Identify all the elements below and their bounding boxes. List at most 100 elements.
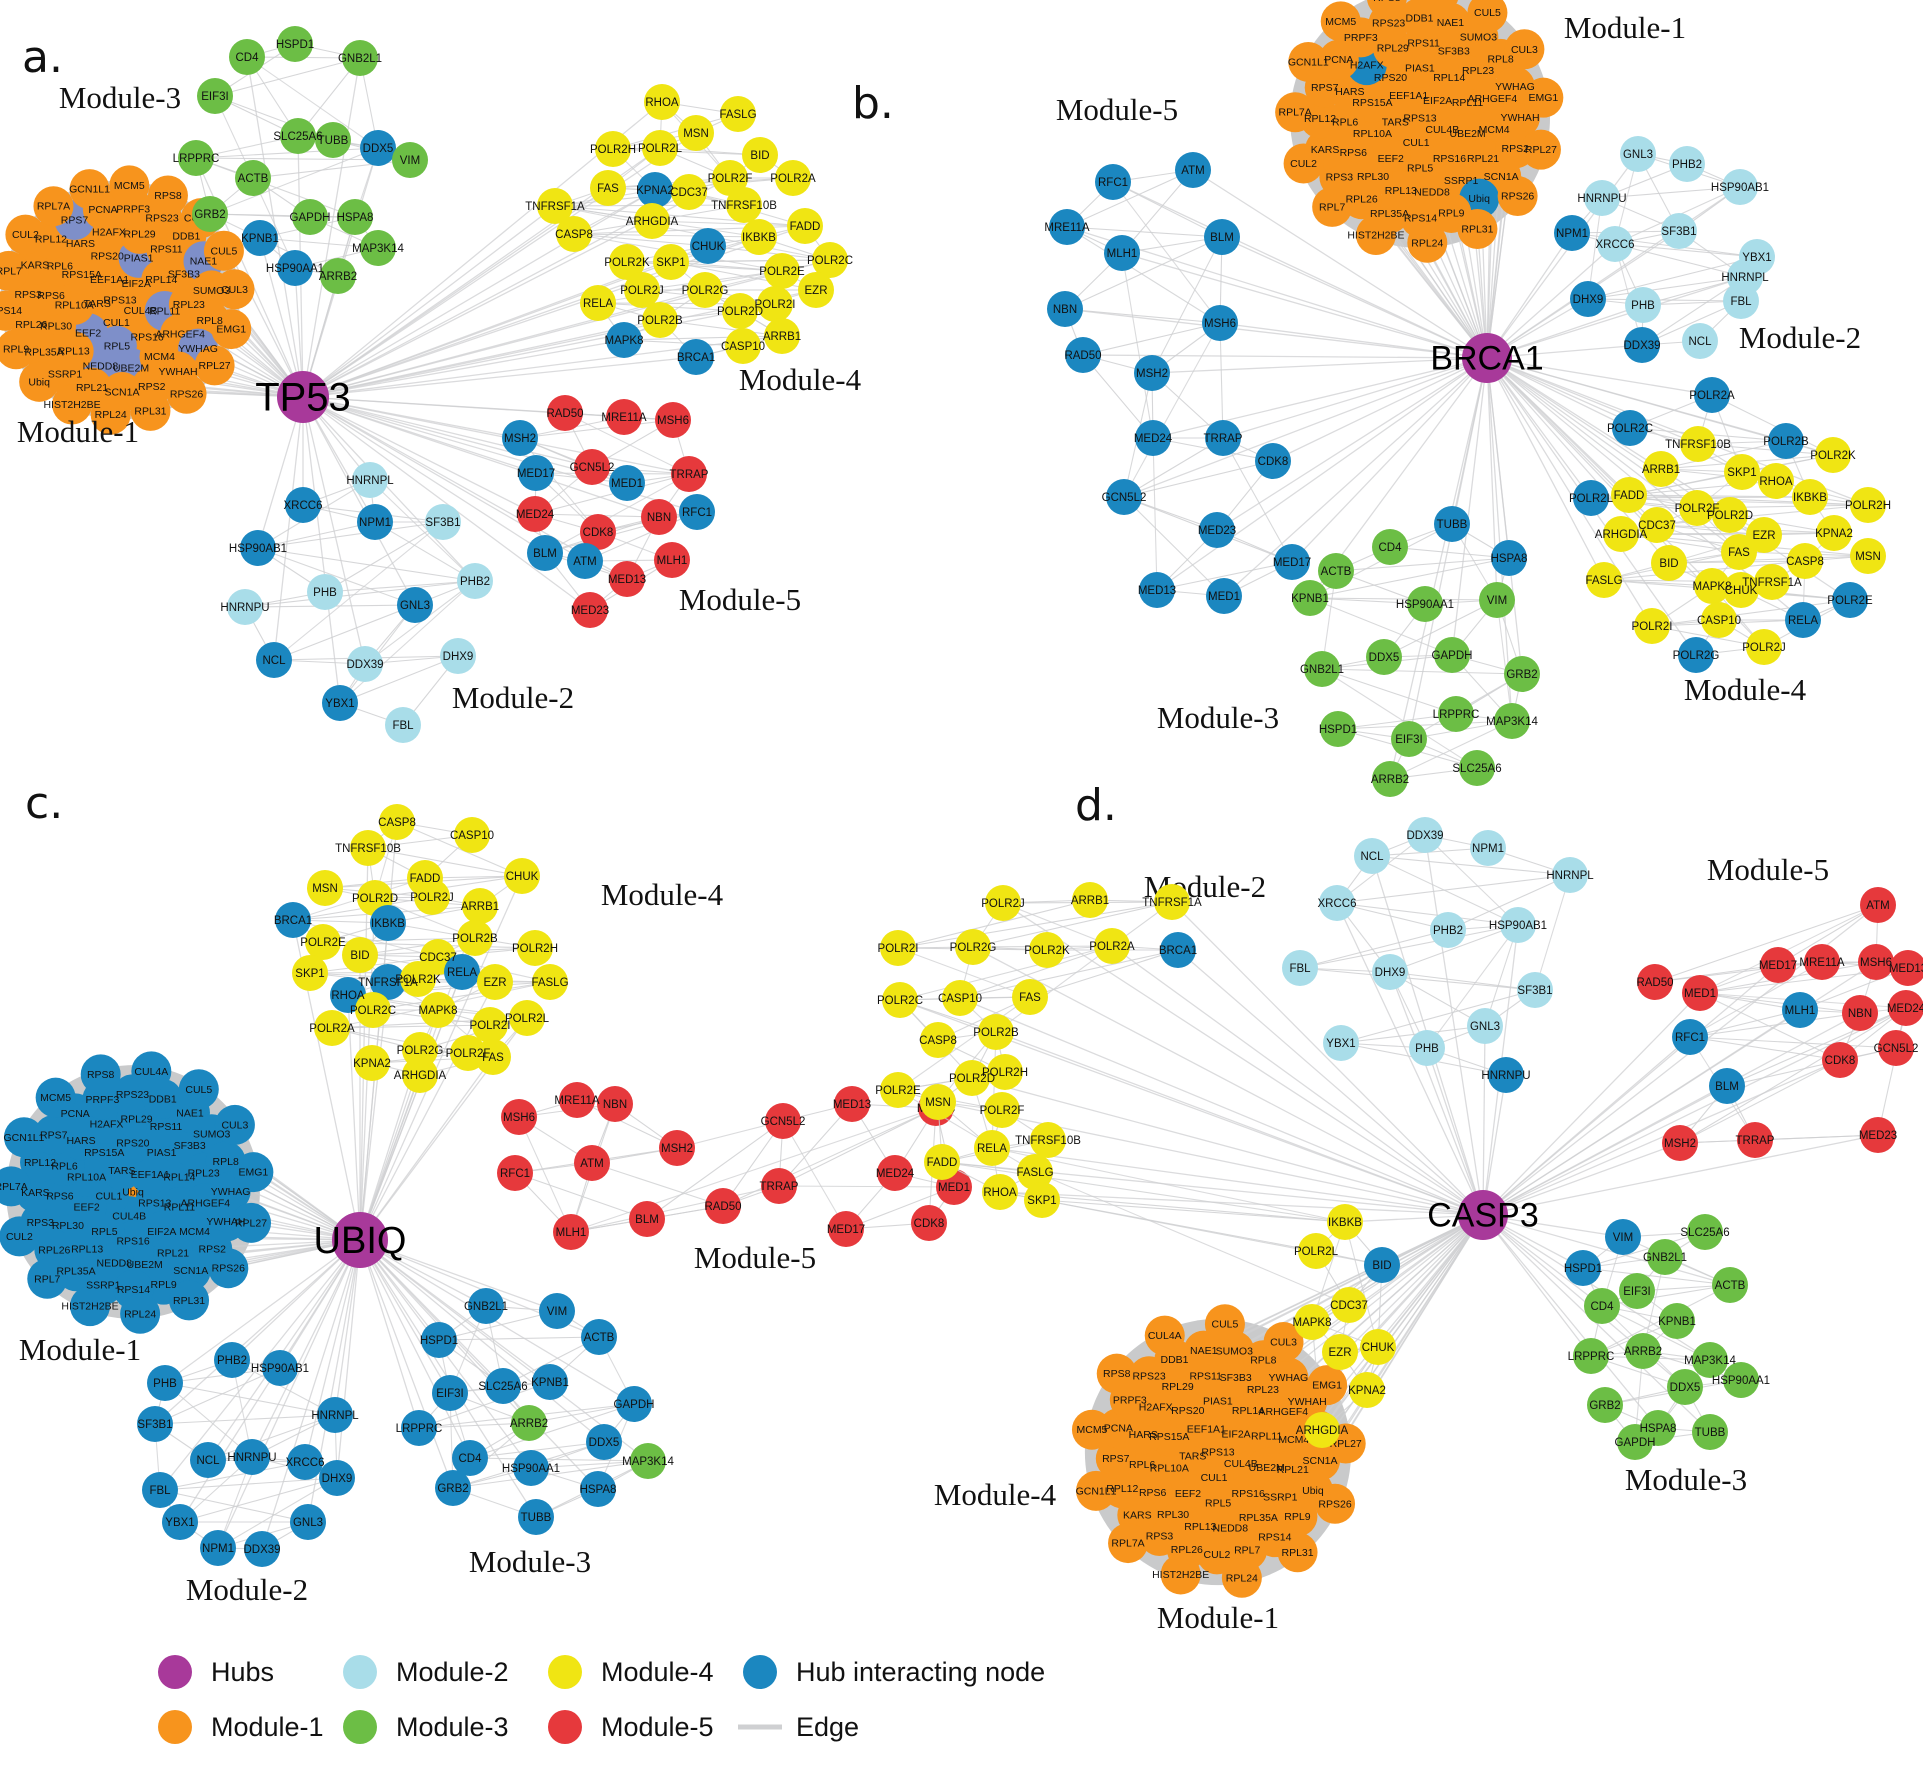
gene-label: POLR2J xyxy=(410,892,453,904)
gene-label: RPL7A xyxy=(0,1181,28,1193)
gene-node-MED23 xyxy=(1860,1117,1896,1153)
edge xyxy=(336,1239,361,1479)
gene-node-NBN xyxy=(1047,291,1083,327)
gene-node-POLR2B xyxy=(642,302,678,338)
gene-node-FADD xyxy=(924,1144,960,1180)
gene-label: YWHAH xyxy=(1500,112,1539,124)
gene-label: KPNA2 xyxy=(636,185,674,197)
gene-label: POLR2K xyxy=(1810,450,1856,462)
gene-node-ATM xyxy=(1860,887,1896,923)
gene-node-YBX1 xyxy=(322,685,358,721)
gene-node-POLR2L xyxy=(509,1000,545,1036)
hub-label: CASP3 xyxy=(1427,1197,1539,1235)
gene-label: MED1 xyxy=(1208,591,1240,603)
gene-label: DDB1 xyxy=(149,1094,177,1106)
gene-node-MSH2 xyxy=(502,420,538,456)
gene-label: RPL13 xyxy=(58,346,90,358)
gene-node-RELA xyxy=(444,954,480,990)
gene-label: RHOA xyxy=(1759,476,1793,488)
gene-node-TNFRSF1A xyxy=(1154,884,1190,920)
gene-label: PHB xyxy=(1415,1043,1439,1055)
edge xyxy=(207,1414,336,1461)
gene-label: POLR2K xyxy=(395,974,441,986)
gene-node-MRE11A xyxy=(1049,209,1085,245)
gene-label: CUL1 xyxy=(1403,137,1430,149)
gene-label: YWHAG xyxy=(211,1186,251,1198)
edge xyxy=(519,437,599,533)
edge xyxy=(1171,901,1484,1216)
gene-node-FBL xyxy=(1723,283,1759,319)
gene-node-GAPDH xyxy=(1617,1424,1653,1460)
gene-node-ARRB2 xyxy=(1625,1333,1661,1369)
gene-label: CASP8 xyxy=(378,817,416,829)
gene-label: CASP10 xyxy=(1697,615,1741,627)
edge xyxy=(324,580,476,593)
edge xyxy=(438,1310,558,1341)
gene-label: CUL3 xyxy=(1511,44,1538,56)
edge xyxy=(1660,440,1787,470)
gene-label: SLC25A6 xyxy=(273,131,322,143)
gene-node-HSPA8 xyxy=(1491,540,1527,576)
gene-label: RPL26 xyxy=(15,319,47,331)
gene-node-RELA xyxy=(580,285,616,321)
edge xyxy=(1689,1009,1801,1038)
gene-label: TARS xyxy=(84,298,111,310)
edge xyxy=(302,396,546,554)
gene-label: HSP90AA1 xyxy=(1712,1375,1770,1387)
gene-label: RPL12 xyxy=(24,1157,56,1169)
gene-node-POLR2I xyxy=(880,930,916,966)
edge xyxy=(1123,437,1224,498)
gene-label: MSH6 xyxy=(1860,957,1892,969)
gene-label: RPL6 xyxy=(1332,117,1358,129)
edge xyxy=(530,1460,649,1469)
edge xyxy=(519,419,674,439)
edge xyxy=(469,1441,605,1459)
gene-label: MED17 xyxy=(1759,960,1797,972)
gene-label: MAP3K14 xyxy=(1684,1355,1736,1367)
gene-label: TUBB xyxy=(1437,519,1468,531)
gene-label: RELA xyxy=(583,298,613,310)
gene-label: MSH2 xyxy=(504,433,536,445)
gene-label: BID xyxy=(750,150,769,162)
gene-node-MED1 xyxy=(1206,578,1242,614)
gene-node-HSP90AB1 xyxy=(240,530,276,566)
gene-label: FBL xyxy=(1289,963,1311,975)
gene-node-EIF3I xyxy=(197,78,233,114)
edge xyxy=(1123,357,1488,498)
gene-node-NBN xyxy=(1842,995,1878,1031)
gene-label: SF3B3 xyxy=(168,269,200,281)
gene-node-MSH6 xyxy=(655,402,691,438)
gene-label: KPNB1 xyxy=(1291,593,1329,605)
gene-node-MLH1 xyxy=(1104,235,1140,271)
gene-label: RPL12 xyxy=(35,234,67,246)
gene-node-CUL5 xyxy=(178,1069,219,1110)
gene-label: DHX9 xyxy=(1375,967,1406,979)
gene-label: RPS7 xyxy=(1311,82,1339,94)
gene-label: TUBB xyxy=(1695,1427,1726,1439)
edge xyxy=(1697,443,1834,456)
gene-node-TNFRSF10B xyxy=(726,187,762,223)
gene-label: RPS2 xyxy=(199,1243,227,1255)
gene-node-BRCA1 xyxy=(275,902,311,938)
gene-label: PRPF3 xyxy=(116,203,150,215)
gene-label: EIF2A xyxy=(1221,1428,1250,1440)
gene-node-POLR2G xyxy=(955,929,991,965)
gene-label: KPNB1 xyxy=(531,1377,569,1389)
gene-label: MED24 xyxy=(1887,1003,1923,1015)
gene-label: NBN xyxy=(603,1099,627,1111)
gene-label: YWHAH xyxy=(1288,1396,1327,1408)
edge xyxy=(1064,308,1488,359)
gene-node-NBN xyxy=(597,1086,633,1122)
gene-node-MED24 xyxy=(1888,990,1923,1026)
gene-label: DDX5 xyxy=(1369,652,1400,664)
edge xyxy=(359,875,523,1241)
edge xyxy=(1337,713,1457,730)
gene-label: FAS xyxy=(1728,547,1750,559)
edge xyxy=(991,1031,997,1149)
gene-label: ARHGEF4 xyxy=(1468,93,1518,105)
gene-label: RPL7 xyxy=(1234,1545,1260,1557)
gene-label: ARHGDIA xyxy=(1595,529,1648,541)
